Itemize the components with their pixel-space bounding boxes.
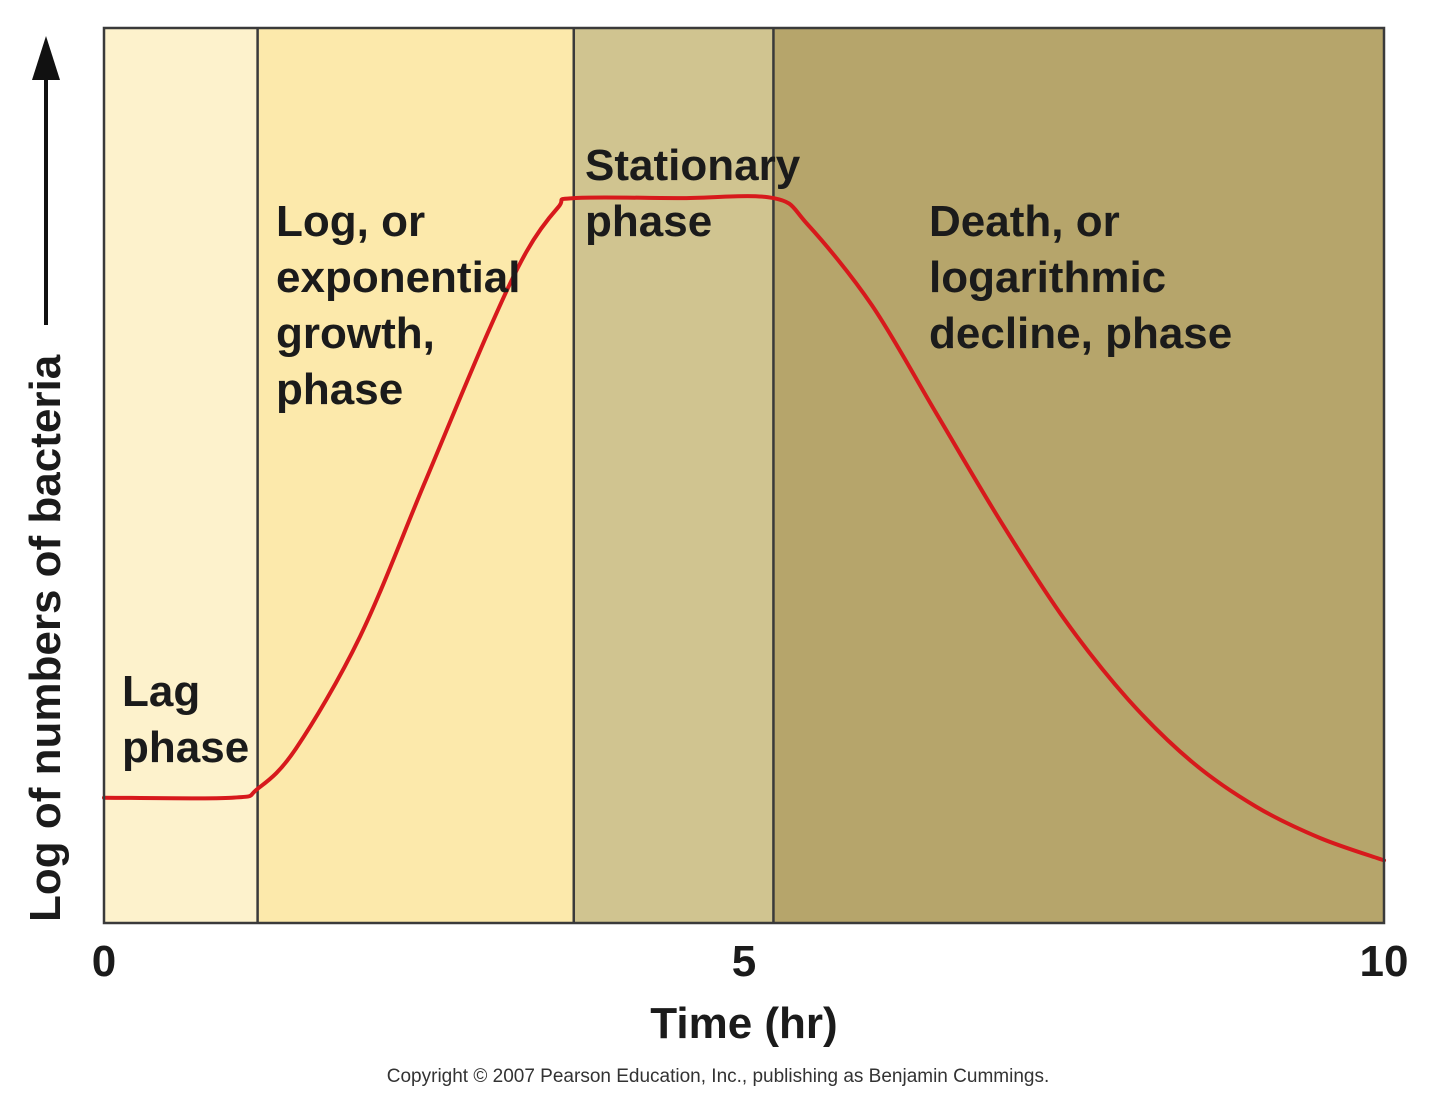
- y-axis-title: Log of numbers of bacteria: [21, 354, 70, 922]
- phase-label-line: phase: [585, 197, 712, 246]
- phase-label-death: Death, or logarithmic decline, phase: [929, 197, 1232, 358]
- x-axis-title: Time (hr): [650, 999, 837, 1048]
- phase-label-line: Log, or: [276, 197, 425, 246]
- phase-band-log: [257, 28, 574, 923]
- phase-label-line: growth,: [276, 309, 435, 358]
- phase-band-stationary: [573, 28, 774, 923]
- x-tick-labels: 0 5 10: [92, 937, 1409, 986]
- phase-label-line: Death, or: [929, 197, 1120, 246]
- phase-label-line: phase: [276, 365, 403, 414]
- phase-label-line: exponential: [276, 253, 521, 302]
- y-axis-arrow: [32, 36, 60, 325]
- phase-label-line: Lag: [122, 667, 200, 716]
- copyright-notice: Copyright © 2007 Pearson Education, Inc.…: [387, 1066, 1049, 1087]
- x-tick-label: 5: [732, 937, 756, 986]
- phase-label-lag: Lag phase: [122, 667, 249, 772]
- phase-label-stationary: Stationary phase: [585, 141, 801, 246]
- phase-label-log: Log, or exponential growth, phase: [276, 197, 521, 414]
- phase-label-line: decline, phase: [929, 309, 1232, 358]
- x-tick-label: 0: [92, 937, 116, 986]
- phase-band-lag: [104, 28, 258, 923]
- plot-border: [102, 26, 1386, 925]
- phase-label-line: Stationary: [585, 141, 801, 190]
- growth-curve-line: [102, 194, 1386, 863]
- phase-bands: [104, 28, 1384, 923]
- phase-band-death: [773, 28, 1384, 923]
- x-tick-label: 10: [1360, 937, 1409, 986]
- phase-label-line: phase: [122, 723, 249, 772]
- phase-label-line: logarithmic: [929, 253, 1166, 302]
- phase-dividers: [256, 28, 775, 923]
